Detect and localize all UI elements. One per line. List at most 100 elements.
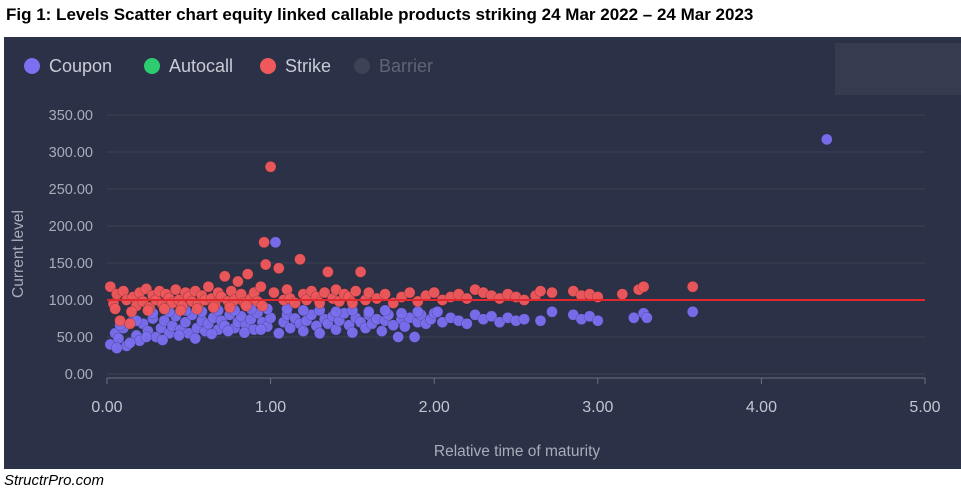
point-coupon[interactable]	[461, 317, 473, 330]
point-coupon[interactable]	[546, 305, 558, 318]
point-coupon[interactable]	[189, 332, 202, 345]
data-points	[104, 133, 833, 354]
point-strike[interactable]	[109, 303, 121, 315]
y-tick-label: 300.00	[49, 145, 93, 161]
legend-marker-barrier	[354, 58, 370, 74]
point-strike[interactable]	[254, 280, 267, 293]
point-strike[interactable]	[379, 288, 391, 300]
point-strike[interactable]	[232, 275, 244, 288]
point-coupon[interactable]	[140, 331, 153, 343]
point-strike[interactable]	[294, 253, 306, 266]
point-coupon[interactable]	[534, 314, 547, 327]
x-axis-label: Relative time of maturity	[434, 443, 600, 460]
point-coupon[interactable]	[411, 305, 424, 318]
point-strike[interactable]	[124, 317, 136, 330]
point-strike[interactable]	[354, 266, 367, 278]
footer-source: StructrPro.com	[4, 472, 105, 489]
point-coupon[interactable]	[398, 320, 411, 333]
point-coupon[interactable]	[124, 337, 136, 349]
legend-item-strike[interactable]: Strike	[260, 56, 331, 76]
legend-item-coupon[interactable]: Coupon	[24, 56, 112, 76]
point-coupon[interactable]	[297, 325, 310, 337]
point-strike[interactable]	[272, 262, 285, 274]
point-strike[interactable]	[223, 301, 236, 314]
point-coupon[interactable]	[205, 328, 218, 340]
point-coupon[interactable]	[641, 311, 653, 324]
point-strike[interactable]	[259, 258, 272, 271]
point-strike[interactable]	[268, 286, 280, 299]
point-strike[interactable]	[264, 161, 277, 173]
point-strike[interactable]	[428, 286, 441, 299]
point-coupon[interactable]	[387, 319, 400, 332]
point-coupon[interactable]	[284, 322, 297, 334]
point-strike[interactable]	[125, 305, 138, 318]
figure-title: Fig 1: Levels Scatter chart equity linke…	[6, 5, 754, 24]
point-strike[interactable]	[241, 268, 254, 280]
point-strike[interactable]	[637, 280, 650, 293]
point-coupon[interactable]	[173, 329, 185, 342]
point-strike[interactable]	[191, 303, 203, 315]
point-coupon[interactable]	[238, 326, 251, 339]
legend-label-barrier: Barrier	[379, 56, 433, 76]
legend-item-barrier[interactable]: Barrier	[354, 56, 433, 76]
point-strike[interactable]	[411, 295, 424, 308]
point-strike[interactable]	[202, 280, 215, 293]
point-strike[interactable]	[256, 300, 269, 312]
point-strike[interactable]	[534, 285, 547, 297]
legend-label-strike: Strike	[285, 56, 331, 76]
point-coupon[interactable]	[156, 334, 169, 346]
y-tick-label: 200.00	[49, 219, 93, 235]
point-coupon[interactable]	[485, 310, 498, 323]
point-strike[interactable]	[240, 300, 252, 312]
point-strike[interactable]	[546, 286, 558, 299]
legend-item-autocall[interactable]: Autocall	[144, 56, 233, 76]
point-coupon[interactable]	[375, 325, 388, 337]
point-strike[interactable]	[207, 301, 220, 314]
point-coupon[interactable]	[158, 314, 171, 327]
point-strike[interactable]	[114, 314, 126, 327]
point-strike[interactable]	[686, 280, 699, 293]
point-coupon[interactable]	[272, 327, 285, 340]
point-strike[interactable]	[322, 266, 334, 278]
point-coupon[interactable]	[431, 305, 444, 318]
point-strike[interactable]	[174, 304, 187, 317]
point-coupon[interactable]	[346, 326, 359, 339]
point-coupon[interactable]	[591, 314, 604, 327]
point-coupon[interactable]	[627, 311, 640, 324]
point-coupon[interactable]	[254, 323, 267, 336]
point-strike[interactable]	[158, 303, 171, 315]
y-tick-label: 250.00	[49, 182, 93, 198]
point-coupon[interactable]	[222, 325, 234, 337]
point-strike[interactable]	[403, 286, 416, 299]
point-coupon[interactable]	[518, 313, 531, 326]
point-coupon[interactable]	[297, 304, 310, 317]
point-strike[interactable]	[349, 285, 362, 297]
point-coupon[interactable]	[269, 236, 282, 249]
point-strike[interactable]	[461, 292, 473, 305]
point-strike[interactable]	[219, 270, 231, 283]
x-tick-label: 5.00	[909, 399, 940, 416]
point-coupon[interactable]	[820, 133, 833, 146]
point-strike[interactable]	[616, 288, 629, 300]
point-coupon[interactable]	[408, 331, 421, 343]
point-coupon[interactable]	[379, 304, 391, 317]
point-strike[interactable]	[362, 286, 375, 299]
scatter-chart: Coupon Autocall Strike Barrier 0.00 50.00 100…	[10, 43, 961, 460]
legend-marker-coupon	[24, 58, 40, 74]
point-strike[interactable]	[169, 283, 182, 296]
point-coupon[interactable]	[111, 342, 123, 354]
series-strike	[104, 161, 699, 330]
x-tick-label: 3.00	[582, 399, 613, 416]
point-coupon[interactable]	[686, 305, 699, 318]
point-coupon[interactable]	[392, 331, 405, 343]
point-strike[interactable]	[142, 304, 154, 317]
point-coupon[interactable]	[330, 305, 342, 318]
point-strike[interactable]	[104, 280, 117, 293]
point-strike[interactable]	[258, 236, 270, 249]
chart-panel: Coupon Autocall Strike Barrier 0.00 50.00 100…	[4, 37, 961, 469]
point-coupon[interactable]	[179, 316, 192, 329]
point-coupon[interactable]	[313, 327, 326, 340]
point-coupon[interactable]	[362, 305, 375, 318]
point-coupon[interactable]	[395, 307, 408, 320]
point-strike[interactable]	[318, 286, 331, 299]
